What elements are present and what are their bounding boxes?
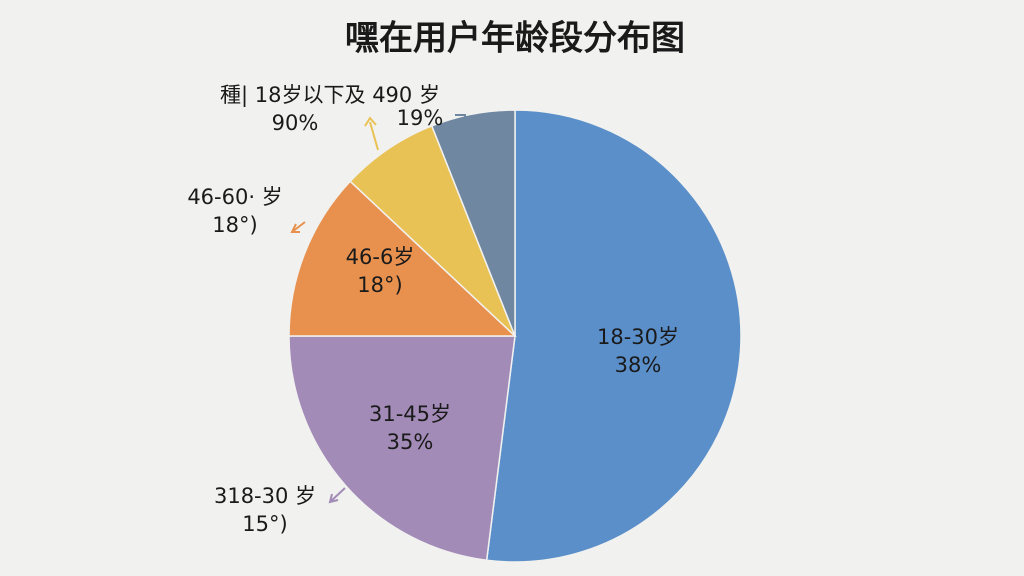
leader-line: [329, 487, 346, 503]
leader-line: [455, 114, 466, 132]
pie-slice: [288, 180, 517, 337]
pie-slice: [288, 335, 516, 562]
data-label: 19%: [397, 106, 444, 130]
data-label: 18°): [357, 273, 402, 297]
data-label: 35%: [387, 430, 434, 454]
arrow-head: [290, 223, 300, 233]
pie-slice: [430, 109, 516, 337]
data-label: 318-30 岁: [214, 484, 316, 508]
data-label: 90%: [272, 111, 319, 135]
pie-slice: [485, 109, 742, 563]
leader-line: [369, 121, 379, 151]
data-label: 18-30岁: [597, 325, 679, 349]
data-label: 46-60· 岁: [187, 185, 282, 209]
labels: 18-30岁 38% 31-45岁 35% 46-6岁 18°) 種| 18岁以下及 490…: [187, 83, 679, 536]
data-label: 46-6岁: [346, 245, 415, 269]
data-label: 31-45岁: [369, 402, 451, 426]
data-label: 15°): [242, 512, 287, 536]
arrow-head: [364, 116, 377, 127]
arrow-head: [328, 493, 339, 504]
pie: [288, 109, 742, 563]
data-label: 38%: [615, 353, 662, 377]
data-label: 種| 18岁以下及 490 岁: [220, 83, 440, 108]
chart-title: 嘿在用户年龄段分布图: [345, 19, 685, 59]
leader-line: [291, 221, 306, 233]
leader-lines: [290, 114, 466, 504]
data-label: 18°): [212, 213, 257, 237]
